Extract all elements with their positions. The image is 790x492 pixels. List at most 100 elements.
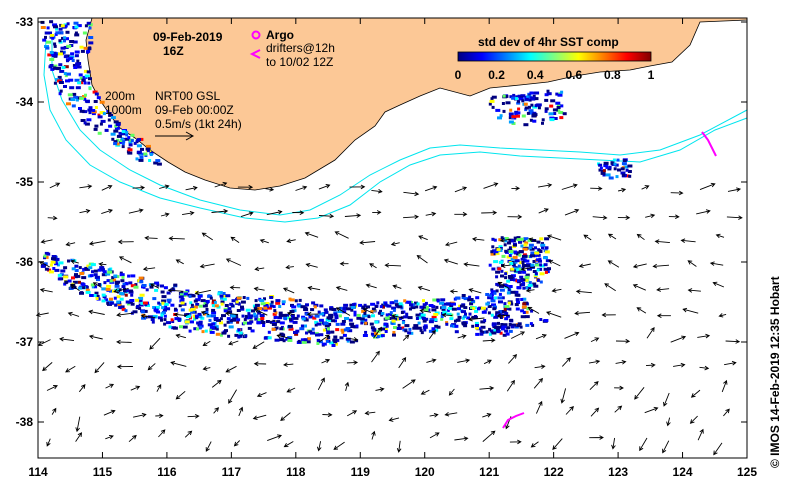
drifters-line2: to 10/02 12Z [266,55,333,69]
sst-pixel [71,59,75,62]
current-arrow-icon [117,239,134,245]
sst-pixel [133,141,137,145]
sst-pixel [541,118,545,122]
sst-pixel [76,65,82,69]
sst-pixel [118,306,122,309]
sst-pixel [383,322,387,326]
sst-pixel [122,282,126,286]
current-arrow-icon [67,311,80,317]
sst-pixel [94,124,99,128]
sst-pixel [75,274,81,278]
current-arrow-icon [184,430,193,438]
sst-pixel [78,286,83,290]
sst-pixel [43,256,46,260]
sst-pixel [530,103,534,107]
sst-pixel [356,313,361,317]
sst-pixel [49,58,55,61]
sst-pixel [215,327,219,331]
current-arrow-icon [656,313,671,318]
sst-pixel [505,307,510,311]
sst-pixel [145,288,149,292]
current-arrow-icon [588,359,601,365]
sst-pixel [195,316,199,320]
sst-pixel [220,300,225,304]
sst-pixel [156,283,160,287]
sst-pixel [143,309,148,313]
sst-pixel [401,321,405,325]
sst-pixel [276,320,281,324]
sst-pixel [415,305,419,309]
sst-pixel [294,299,298,303]
sst-pixel [109,297,113,301]
sst-pixel [253,306,259,310]
current-arrow-icon [398,357,407,369]
sst-pixel [415,317,419,320]
current-arrow-icon [286,238,296,244]
sst-pixel [556,106,561,109]
sst-pixel [282,339,286,343]
sst-pixel [377,311,381,315]
sst-pixel [105,272,111,276]
sst-pixel [550,99,556,103]
sst-pixel [475,332,480,336]
sst-pixel [447,307,453,310]
sst-pixel [504,94,509,98]
sst-pixel [196,327,199,331]
sst-pixel [468,295,472,299]
sst-pixel [196,321,202,325]
sst-pixel [392,308,396,312]
sst-pixel [193,299,198,303]
sst-pixel [246,296,250,300]
sst-pixel [146,144,151,148]
current-arrow-icon [454,211,468,217]
sst-pixel [461,310,466,314]
sst-pixel [507,285,513,288]
sst-pixel [247,316,253,320]
sst-pixel [546,270,550,274]
sst-pixel [145,147,151,151]
sst-pixel [227,307,232,311]
current-arrow-icon [534,364,546,369]
sst-pixel [163,308,167,312]
current-arrow-icon [187,413,200,419]
sst-pixel [119,271,123,275]
sst-pixel [130,284,136,288]
sst-pixel [257,310,261,314]
sst-pixel [50,67,55,71]
sst-pixel [230,314,236,318]
current-arrow-icon [590,186,603,191]
sst-pixel [178,295,184,299]
sst-pixel [456,312,460,316]
sst-pixel [409,331,414,335]
current-arrow-icon [428,329,436,340]
sst-pixel [126,302,130,306]
sst-pixel [478,306,483,310]
sst-pixel [303,338,308,342]
sst-pixel [627,164,633,168]
sst-pixel [531,323,535,327]
sst-pixel [128,143,133,147]
sst-pixel [263,306,268,310]
current-arrow-icon [75,416,81,433]
sst-pixel [513,236,517,240]
sst-pixel [405,312,409,316]
sst-pixel [491,322,497,326]
current-arrow-icon [224,311,238,316]
sst-pixel [517,94,522,98]
sst-pixel [355,339,359,343]
sst-pixel [236,320,240,324]
sst-pixel [223,323,227,327]
sst-pixel [84,267,90,271]
sst-pixel [487,305,492,308]
sst-pixel [522,311,526,314]
sst-pixel [501,102,505,105]
current-arrow-icon [334,231,349,239]
sst-pixel [496,330,501,334]
x-tick-label: 123 [608,465,628,479]
sst-pixel [65,37,69,41]
sst-pixel [94,285,98,289]
isobath-200m [51,40,748,216]
current-arrow-icon [128,434,137,443]
sst-pixel [435,305,439,309]
sst-pixel [495,282,501,286]
